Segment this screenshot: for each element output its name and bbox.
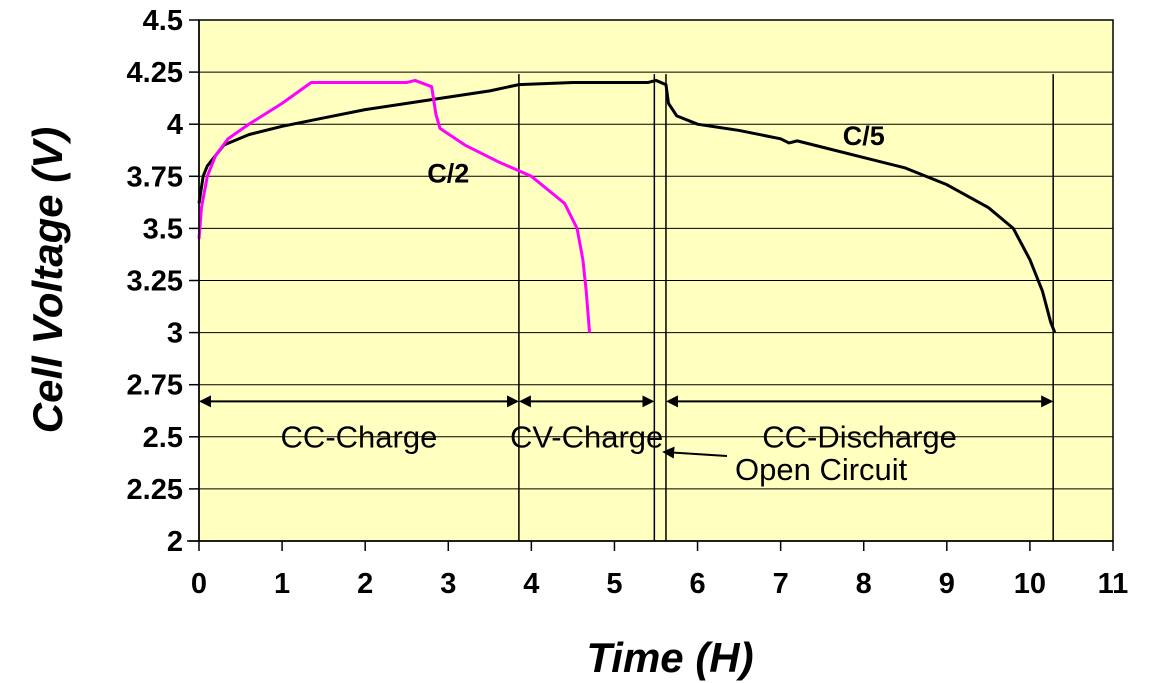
y-tick-label: 3.5 <box>143 213 183 245</box>
x-tick-label: 10 <box>1014 568 1046 600</box>
y-tick-label: 2.25 <box>127 474 183 506</box>
tick-labels: 2 2.25 2.5 2.75 3 3.25 3.5 3.75 4 4.25 4.5 0 1 2 3 4 5 6 7… <box>127 5 1129 600</box>
y-tick-label: 3 <box>167 318 183 350</box>
x-tick-label: 1 <box>274 568 290 600</box>
y-tick-label: 3.25 <box>127 266 183 298</box>
x-tick-label: 9 <box>939 568 955 600</box>
x-tick-label: 11 <box>1098 568 1129 600</box>
open-circuit-arrow <box>662 446 728 459</box>
series-label: C/2 <box>427 159 469 189</box>
y-axis-title: Cell Voltage (V) <box>24 127 71 434</box>
y-tick-label: 3.75 <box>127 161 183 193</box>
x-tick-label: 2 <box>357 568 373 600</box>
y-tick-label: 2.5 <box>143 422 183 454</box>
series-line-C-2 <box>197 78 592 333</box>
phase-label: CC-Charge <box>281 419 438 454</box>
y-tick-label: 4.25 <box>127 57 183 89</box>
open-circuit-label: Open Circuit <box>735 452 908 487</box>
y-tick-label: 4.5 <box>143 5 183 37</box>
series-lines <box>197 78 1057 334</box>
x-tick-label: 7 <box>773 568 789 600</box>
x-tick-label: 3 <box>440 568 456 600</box>
x-axis-title: Time (H) <box>586 634 753 681</box>
y-tick-label: 2 <box>167 526 183 558</box>
x-tick-label: 4 <box>523 568 539 600</box>
x-tick-label: 8 <box>856 568 872 600</box>
y-tick-label: 4 <box>167 109 183 141</box>
series-line-C-5 <box>197 78 1057 334</box>
x-tick-label: 0 <box>191 568 207 600</box>
x-tick-label: 5 <box>606 568 622 600</box>
series-label: C/5 <box>843 121 885 151</box>
y-tick-label: 2.75 <box>127 370 183 402</box>
phase-boundary-lines <box>518 74 1054 541</box>
phase-label: CC-Discharge <box>762 419 957 454</box>
phase-label: CV-Charge <box>510 419 663 454</box>
axes <box>187 19 1114 551</box>
series-labels: C/2 C/5 <box>427 121 884 189</box>
x-tick-label: 6 <box>689 568 705 600</box>
